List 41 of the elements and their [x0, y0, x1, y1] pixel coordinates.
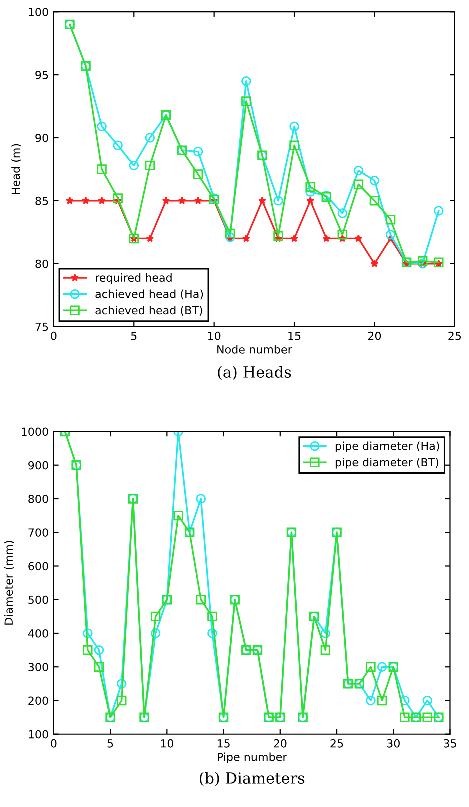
x-tick-label: 5 [108, 740, 114, 748]
x-axis-title: Pipe number [218, 752, 288, 764]
x-tick-label: 0 [51, 332, 57, 340]
legend-label: achieved head (BT) [96, 306, 202, 316]
x-tick-label: 10 [208, 332, 221, 340]
y-axis-title: Diameter (mm) [4, 541, 14, 625]
y-tick-label: 700 [28, 528, 48, 537]
x-tick-label: 30 [387, 739, 400, 748]
x-tick-label: 10 [161, 739, 174, 748]
y-tick-label: 200 [28, 696, 48, 706]
y-axis-title: Head (m) [12, 144, 22, 194]
legend-label: required head [96, 273, 172, 284]
y-tick-label: 75 [36, 322, 48, 332]
y-tick-label: 90 [36, 134, 48, 142]
text: (b) Diameters [200, 772, 305, 786]
y-tick-label: 100 [29, 8, 48, 16]
text: (a) Heads [218, 366, 292, 380]
y-tick-label: 600 [28, 562, 48, 571]
y-tick-label: 80 [36, 260, 48, 268]
x-tick-label: 15 [218, 740, 230, 748]
y-tick-label: 900 [28, 461, 48, 470]
legend-label: pipe diameter (Ha) [336, 442, 440, 452]
y-tick-label: 95 [36, 71, 48, 80]
x-tick-label: 15 [288, 332, 301, 340]
x-tick-label: 25 [330, 739, 344, 748]
y-tick-label: 85 [36, 196, 48, 206]
x-axis-title: Node number [218, 345, 292, 354]
y-tick-label: 400 [28, 629, 48, 638]
legend-label: achieved head (Ha) [96, 290, 204, 300]
y-tick-label: 1000 [22, 428, 48, 436]
x-tick-label: 20 [274, 739, 287, 748]
y-tick-label: 100 [29, 730, 48, 739]
y-tick-label: 500 [28, 596, 48, 604]
x-tick-label: 5 [131, 332, 137, 340]
legend-label: pipe diameter (BT) [336, 458, 439, 469]
y-tick-label: 800 [28, 494, 48, 504]
x-tick-label: 25 [448, 332, 462, 340]
x-tick-label: 35 [444, 739, 456, 748]
y-tick-label: 300 [28, 663, 48, 672]
x-tick-label: 20 [368, 332, 382, 340]
x-tick-label: 0 [51, 739, 57, 748]
